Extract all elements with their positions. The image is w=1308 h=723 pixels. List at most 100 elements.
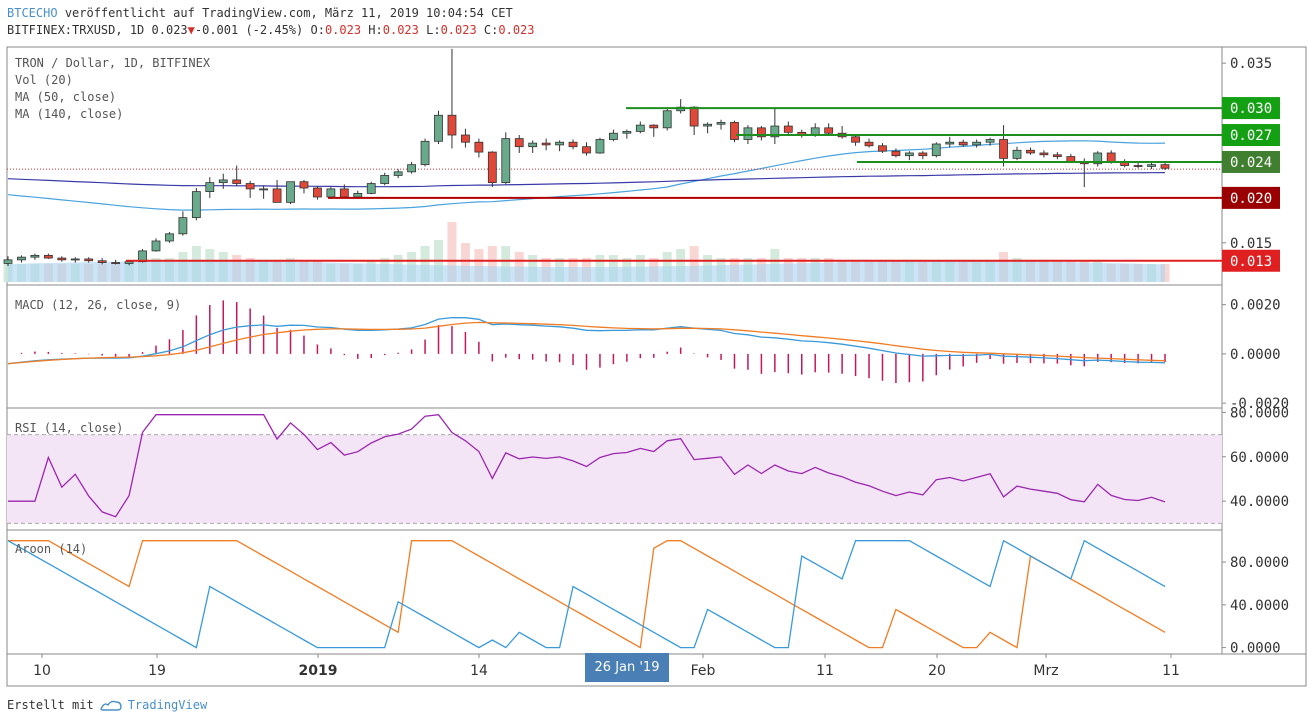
- candle-body: [366, 183, 376, 194]
- candle-body: [218, 179, 228, 184]
- footer-brand[interactable]: TradingView: [127, 698, 208, 712]
- author-name[interactable]: BTCECHO: [7, 6, 58, 20]
- footer: Erstellt mit TradingView: [7, 698, 207, 712]
- level-label-0.027: 0.027: [1230, 128, 1272, 144]
- panel-frame-3: [6, 529, 1223, 655]
- macd-signal-line: [7, 321, 1166, 365]
- symbol-info: BITFINEX:TRXUSD, 1D 0.023▼-0.001 (-2.45%…: [7, 23, 535, 37]
- macd-tick-label: 0.0020: [1230, 298, 1281, 314]
- candle-body: [514, 138, 524, 148]
- candle-body: [30, 254, 40, 258]
- candle-body: [353, 192, 363, 198]
- candle-body: [824, 127, 834, 134]
- aroon-down-line: [7, 539, 1166, 649]
- candle-body: [689, 106, 699, 127]
- high-value: 0.023: [382, 23, 419, 37]
- candle-body: [97, 260, 107, 263]
- time-tick-label: 11: [816, 663, 834, 679]
- candle-body: [1133, 165, 1143, 167]
- candle-body: [1093, 152, 1103, 165]
- price-legend-2: MA (50, close): [15, 90, 116, 104]
- candle-body: [407, 164, 417, 173]
- time-tick-label: 14: [470, 663, 488, 679]
- volume-bar: [420, 246, 430, 282]
- macd-tick-label: 0.0000: [1230, 347, 1281, 363]
- candle-body: [649, 124, 659, 129]
- macd-tick-label: -0.0020: [1230, 396, 1289, 412]
- time-tick-label: 10: [33, 663, 51, 679]
- price-tick-label: 0.035: [1230, 56, 1272, 72]
- rsi-tick-label: 80.0000: [1230, 405, 1289, 421]
- candle-body: [662, 110, 672, 129]
- candle-body: [743, 127, 753, 140]
- candle-body: [17, 256, 26, 261]
- rsi-legend: RSI (14, close): [15, 421, 123, 435]
- time-tick-label: 19: [148, 663, 166, 679]
- candle-body: [595, 139, 605, 154]
- level-label-0.030: 0.030: [1230, 101, 1272, 117]
- candle-body: [393, 171, 403, 176]
- price-tick-label: 0.015: [1230, 236, 1272, 252]
- candle-body: [783, 125, 793, 133]
- footer-made-with: Erstellt mit: [7, 698, 94, 712]
- volume-bar: [689, 246, 699, 282]
- candle-body: [528, 142, 538, 148]
- candle-body: [57, 257, 67, 261]
- chart-border: [6, 46, 1307, 687]
- candle-body: [891, 150, 901, 157]
- candle-body: [124, 261, 134, 264]
- candle-body: [178, 217, 188, 235]
- price-legend-0: TRON / Dollar, 1D, BITFINEX: [15, 56, 211, 70]
- level-badge-0.020: [1222, 186, 1280, 209]
- candle-body: [165, 233, 174, 242]
- candle-body: [945, 141, 955, 145]
- panel-frame-1: [6, 284, 1223, 409]
- candle-body: [111, 262, 121, 264]
- rsi-band: [7, 434, 1222, 524]
- candle-body: [972, 141, 982, 146]
- volume-bar: [474, 249, 484, 282]
- volume-bar: [501, 246, 511, 282]
- candle-body: [299, 181, 309, 189]
- time-tick-label: 20: [928, 663, 946, 679]
- aroon-up-line: [8, 540, 1166, 649]
- ma140-line: [7, 172, 1166, 188]
- candle-body: [1026, 149, 1035, 154]
- volume-ma-area: [8, 261, 1165, 282]
- candle-body: [770, 125, 780, 138]
- macd-legend: MACD (12, 26, close, 9): [15, 298, 181, 312]
- rsi-tick-label: 40.0000: [1230, 494, 1289, 510]
- level-badge-0.030: [1222, 97, 1280, 120]
- candle-body: [756, 127, 766, 138]
- candle-body: [609, 132, 618, 140]
- candle-body: [259, 188, 269, 191]
- ma50-line: [7, 140, 1166, 211]
- candle-body: [151, 240, 161, 252]
- candle-body: [339, 188, 349, 198]
- candle-body: [635, 124, 645, 132]
- time-tick-label: Feb: [691, 663, 716, 679]
- candle-body: [985, 139, 995, 143]
- candle-body: [232, 179, 242, 184]
- last-price: 0.023: [151, 23, 188, 37]
- candle-body: [434, 114, 443, 142]
- aroon-tick-label: 80.0000: [1230, 555, 1289, 571]
- candle-body: [447, 114, 457, 136]
- candle-body: [245, 183, 255, 190]
- candle-body: [474, 141, 484, 153]
- candle-body: [878, 145, 887, 152]
- time-tick-label: Mrz: [1033, 663, 1058, 679]
- candle-body: [313, 187, 322, 198]
- candle-body: [326, 188, 336, 198]
- symbol-text: BITFINEX:TRXUSD, 1D: [7, 23, 145, 37]
- candle-body: [730, 122, 739, 140]
- change-text: -0.001 (-2.45%): [194, 23, 304, 37]
- candle-body: [191, 191, 201, 219]
- low-value: 0.023: [440, 23, 477, 37]
- time-tick-label: 11: [1162, 663, 1180, 679]
- candle-body: [716, 122, 726, 125]
- candle-body: [958, 141, 968, 146]
- volume-bar: [676, 249, 686, 282]
- rsi-line: [8, 414, 1166, 518]
